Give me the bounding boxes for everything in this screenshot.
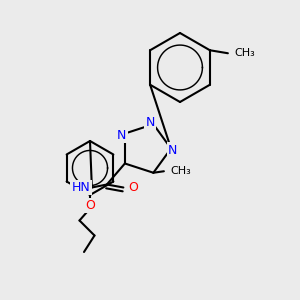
- Text: O: O: [128, 181, 138, 194]
- Text: CH₃: CH₃: [235, 48, 255, 58]
- Text: CH₃: CH₃: [170, 166, 190, 176]
- Text: N: N: [146, 116, 155, 129]
- Text: HN: HN: [72, 181, 90, 194]
- Text: N: N: [168, 143, 177, 157]
- Text: N: N: [117, 128, 127, 142]
- Text: O: O: [85, 199, 95, 212]
